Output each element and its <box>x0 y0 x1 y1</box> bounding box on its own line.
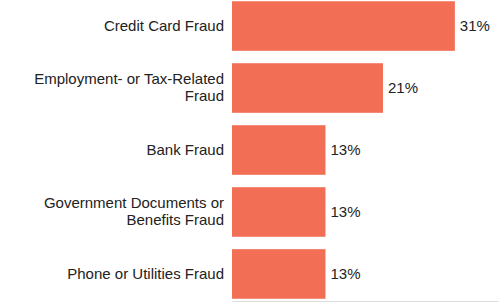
bar <box>232 1 455 51</box>
data-label: 13% <box>330 265 360 282</box>
bar <box>232 187 325 237</box>
plot: Credit Card Fraud Employment- or Tax-Rela… <box>34 1 498 301</box>
tick: Employment- or Tax-RelatedFraud <box>34 70 232 104</box>
data-label: 13% <box>330 203 360 220</box>
data-label: 31% <box>460 17 490 34</box>
tick-label: Bank Fraud <box>146 141 224 158</box>
tick-label-line: Credit Card Fraud <box>104 17 224 34</box>
tick-label: Government Documents orBenefits Fraud <box>44 194 224 228</box>
tick-label-line: Government Documents or <box>44 194 224 211</box>
y-axis: Credit Card Fraud Employment- or Tax-Rela… <box>34 17 232 282</box>
bar <box>232 125 325 175</box>
tick-label-line: Phone or Utilities Fraud <box>67 265 224 282</box>
tick-label: Phone or Utilities Fraud <box>67 265 224 282</box>
tick-label: Employment- or Tax-RelatedFraud <box>34 70 224 104</box>
data-label: 21% <box>388 79 418 96</box>
tick-label-line: Benefits Fraud <box>126 211 224 228</box>
tick: Government Documents orBenefits Fraud <box>44 194 232 228</box>
data-labels: 31% 21% 13% 13% 13% <box>330 17 489 282</box>
bar <box>232 249 325 299</box>
tick: Phone or Utilities Fraud <box>67 265 232 282</box>
data-label: 13% <box>330 141 360 158</box>
bar <box>232 63 383 113</box>
bars <box>232 1 455 299</box>
tick-label-line: Employment- or Tax-Related <box>34 70 224 87</box>
tick: Credit Card Fraud <box>104 17 232 34</box>
tick-label-line: Bank Fraud <box>146 141 224 158</box>
tick-label: Credit Card Fraud <box>104 17 224 34</box>
tick: Bank Fraud <box>146 141 232 158</box>
chart: Credit Card Fraud Employment- or Tax-Rela… <box>0 0 500 306</box>
x-axis <box>233 301 499 302</box>
axis-line <box>233 301 499 302</box>
tick-label-line: Fraud <box>185 87 224 104</box>
